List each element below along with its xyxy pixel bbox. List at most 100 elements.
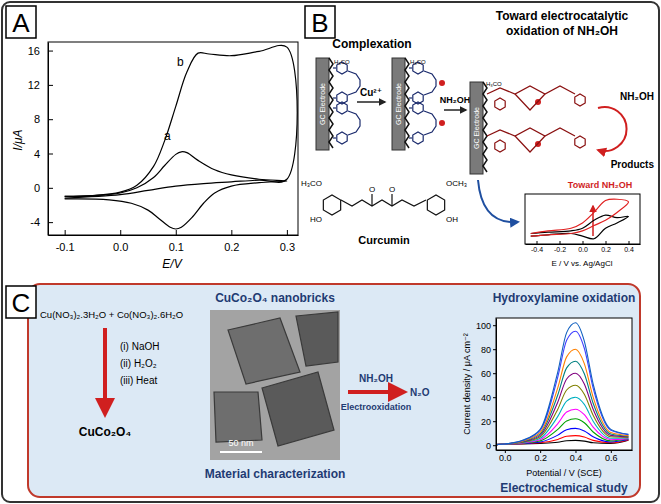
tick-mark	[493, 397, 496, 398]
note: Toward NH₂OH	[568, 180, 632, 190]
x-axis-title: Potential / V (SCE)	[526, 468, 602, 478]
tick-label: 100	[476, 321, 491, 331]
substituent: O	[389, 185, 395, 194]
bond	[348, 71, 360, 95]
panel-label-box	[305, 6, 335, 38]
tick: 8	[34, 113, 53, 125]
plot-frame	[525, 194, 640, 244]
product-gas: N₂O	[410, 387, 430, 398]
particle	[228, 318, 300, 384]
tick-mark	[493, 373, 496, 374]
scale-bar	[220, 451, 262, 453]
bond	[371, 194, 372, 206]
tick-mark	[583, 241, 584, 244]
tick-label: 80	[481, 345, 491, 355]
molecule-name: Curcumin	[358, 234, 410, 246]
tick-label: 0.2	[601, 246, 611, 253]
image-caption: Material characterization	[205, 467, 346, 481]
panel-label-text: C	[12, 288, 31, 318]
tick: 0.0	[499, 450, 512, 463]
ring	[495, 98, 505, 110]
bond	[515, 136, 545, 152]
tick-label: 0.2	[534, 453, 547, 463]
tick-mark	[231, 230, 232, 235]
tick: 0.1	[169, 230, 184, 253]
tick-label: -0.2	[554, 246, 566, 253]
panel-label: C	[6, 286, 36, 318]
series-line	[496, 397, 628, 444]
bond	[409, 97, 412, 98]
tick: 4	[34, 148, 53, 160]
metal-ion	[439, 120, 445, 126]
ring	[337, 102, 347, 114]
bond	[348, 111, 360, 135]
tick-label: 20	[481, 417, 491, 427]
tick-mark	[493, 421, 496, 422]
tick-mark	[65, 230, 66, 235]
x-axis: 0.00.20.40.6	[497, 450, 633, 463]
panel-label: A	[6, 6, 36, 38]
bond	[341, 200, 426, 206]
tick: 0.6	[605, 450, 618, 463]
bond	[391, 194, 392, 206]
tick-label: -0.4	[531, 246, 543, 253]
tick-mark	[48, 154, 53, 155]
ring	[427, 195, 444, 215]
x-axis-title: E / V vs. Ag/AgCl	[552, 259, 613, 268]
tick: -0.2	[554, 241, 566, 253]
tick: 0.0	[113, 230, 128, 253]
substituent: H₃CO	[301, 179, 322, 188]
tick: 0.2	[601, 241, 611, 253]
series-line	[496, 385, 628, 444]
tick-mark	[48, 188, 53, 189]
chart: -0.4 -0.2 0.0 0.2 0.4 E / V vs. Ag/AgCl	[525, 194, 641, 268]
tick-label: 0.1	[169, 241, 184, 253]
series-line	[496, 323, 628, 445]
tick-mark	[120, 230, 121, 235]
bond	[409, 107, 412, 108]
plot-frame	[496, 318, 632, 450]
tick-label: 0.3	[280, 241, 295, 253]
products: Products	[611, 159, 655, 170]
ring	[413, 132, 423, 144]
bond	[333, 97, 336, 98]
arrow	[444, 109, 466, 111]
series-line	[531, 199, 629, 236]
tick-label: 0.0	[578, 246, 588, 253]
ring	[337, 132, 347, 144]
axis-line	[496, 319, 497, 451]
bond	[405, 58, 409, 148]
tem-image: 50 nm	[210, 310, 340, 460]
tick-mark	[606, 241, 607, 244]
panel-c: Cu(NO₃)₂.3H₂O + Co(NO₃)₂.6H₂O(i) NaOH(ii…	[28, 284, 640, 497]
tick-label: 0	[486, 441, 491, 451]
ring	[413, 102, 423, 114]
reagent: NH₂OH	[440, 95, 471, 105]
bond	[333, 137, 336, 138]
annotation: a	[164, 129, 171, 143]
tick-mark	[629, 241, 630, 244]
tick-label: 4	[34, 148, 40, 160]
axis-line	[49, 235, 299, 236]
link-arrow	[478, 180, 518, 222]
y-axis: 020406080100	[476, 319, 497, 451]
tick: 0.4	[624, 241, 634, 253]
tick: 0.2	[534, 450, 547, 463]
tick: -4	[30, 216, 53, 228]
panel-label-text: B	[311, 8, 328, 38]
substituent: HO	[310, 215, 322, 224]
tick: 12	[28, 79, 53, 91]
bond	[487, 128, 575, 136]
substituent: OCH₃	[446, 179, 467, 188]
step: (ii) H₂O₂	[120, 358, 157, 369]
tick-label: 0.2	[224, 241, 239, 253]
substituent: O	[369, 185, 375, 194]
figure-border	[2, 2, 659, 502]
axis-line	[497, 450, 633, 451]
product: CuCo₂O₄	[79, 425, 132, 439]
electrode: GC ElectrodeH₃CO	[316, 58, 360, 150]
arrow	[357, 101, 385, 103]
particle	[214, 392, 262, 442]
tick-mark	[48, 222, 53, 223]
bond	[515, 94, 545, 110]
